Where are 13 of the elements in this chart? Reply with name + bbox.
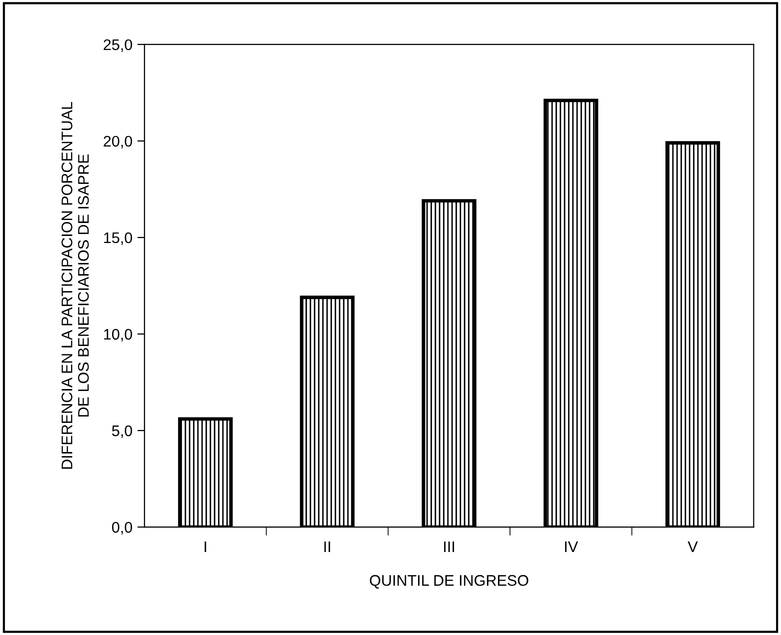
y-tick-label: 20,0 — [104, 136, 132, 148]
y-tick-label: 5,0 — [112, 425, 132, 438]
y-axis-title: DIFERENCIA EN LA PARTICIPACION PORCENTUAL DE LOS BENEFICIARIOS DE ISAPRE — [62, 102, 89, 469]
x-tick-label: V — [688, 542, 698, 552]
y-tick-label: 25,0 — [104, 39, 132, 52]
y-tick-label: 0,0 — [112, 522, 132, 535]
x-tick-label: I — [204, 542, 206, 552]
x-tick-label: III — [444, 542, 454, 552]
y-tick-label: 15,0 — [104, 232, 132, 245]
x-tick-label: IV — [565, 542, 578, 552]
x-tick-label: II — [324, 542, 330, 552]
y-tick-label: 10,0 — [104, 328, 132, 342]
x-axis-title: QUINTIL DE INGRESO — [370, 575, 528, 589]
